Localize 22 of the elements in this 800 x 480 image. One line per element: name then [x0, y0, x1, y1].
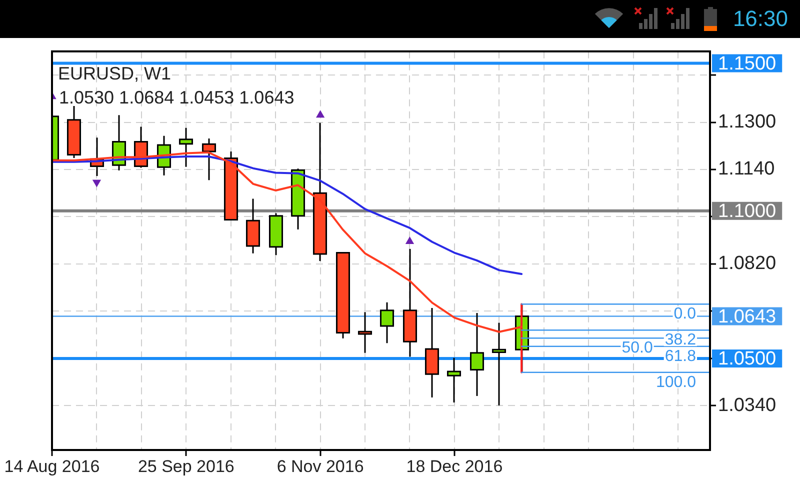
series-label: 50.0	[622, 340, 653, 357]
series-label: 100.0	[656, 374, 696, 391]
ref-line-label: 1.0500	[718, 348, 776, 370]
x-tick-label: 18 Dec 2016	[406, 456, 503, 476]
x-tick-label: 6 Nov 2016	[276, 456, 364, 476]
ref-line-label: 1.0643	[718, 306, 776, 328]
point	[316, 110, 325, 118]
y-tick-label: 1.0820	[718, 253, 776, 274]
x-tick-label: 14 Aug 2016	[4, 456, 100, 476]
ref-line-label: 1.1500	[718, 53, 776, 74]
text: 1.0530 1.0684 1.0453 1.0643	[59, 87, 294, 108]
y-tick-label: 1.1140	[718, 158, 775, 180]
y-tick-label: 1.1300	[718, 111, 776, 132]
ref-line-label: 1.1000	[718, 201, 776, 222]
series-label: 61.8	[664, 348, 696, 365]
x-tick-label: 25 Sep 2016	[138, 456, 234, 476]
y-tick-label: 1.0340	[718, 394, 776, 416]
series-label: 0.0	[674, 306, 696, 323]
text: 16:30	[732, 6, 788, 32]
series-label: 38.2	[664, 332, 696, 349]
text: EURUSD, W1	[58, 63, 172, 84]
point	[405, 236, 414, 244]
